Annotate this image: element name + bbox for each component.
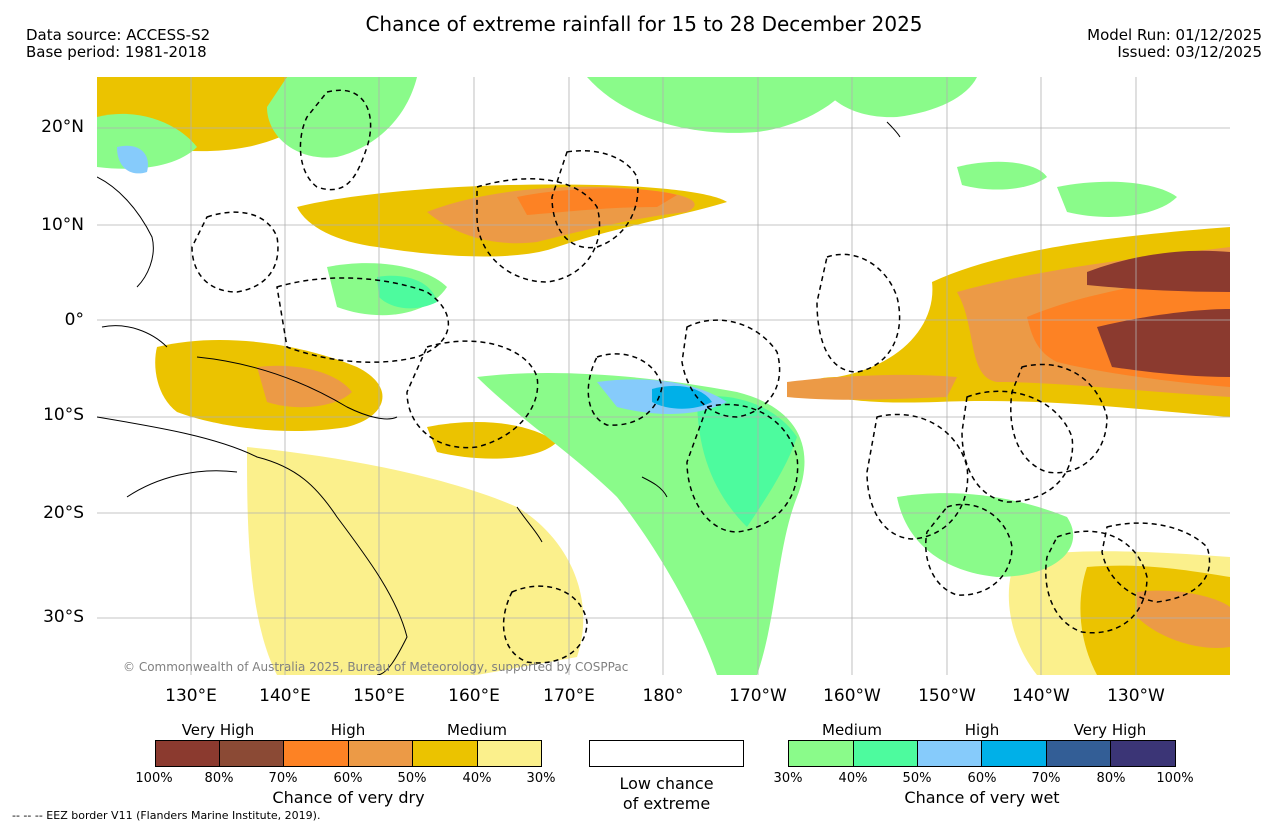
lat-label-20s: 20°S (43, 503, 84, 523)
lon-label-180: 180° (642, 686, 684, 706)
header-right: Model Run: 01/12/2025 Issued: 03/12/2025 (1087, 27, 1262, 61)
lon-label-150w: 150°W (918, 686, 976, 706)
wet-anomaly (97, 77, 1177, 675)
lon-label-140e: 140°E (259, 686, 311, 706)
base-period: Base period: 1981-2018 (26, 43, 207, 61)
low-chance-line1: Low chance (619, 774, 714, 793)
low-chance-caption: Low chance of extreme (589, 774, 744, 814)
graticule (97, 77, 1230, 675)
wet-swatch-1 (788, 740, 854, 767)
lon-label-160e: 160°E (448, 686, 500, 706)
lon-label-130e: 130°E (165, 686, 217, 706)
dry-tick-80: 80% (204, 771, 234, 786)
wet-tick-60: 60% (967, 771, 997, 786)
eez-footnote: -- -- -- EEZ border V11 (Flanders Marine… (12, 809, 321, 822)
lon-label-170e: 170°E (543, 686, 595, 706)
low-chance-swatch (589, 740, 744, 767)
wet-tick-70: 70% (1031, 771, 1061, 786)
lat-label-30s: 30°S (43, 607, 84, 627)
lon-label-170w: 170°W (729, 686, 787, 706)
lon-label-160w: 160°W (823, 686, 881, 706)
dry-swatch-3 (283, 740, 349, 767)
eez-borders (191, 89, 1211, 664)
lat-label-20n: 20°N (41, 117, 84, 137)
dry-level-high: High (330, 721, 366, 739)
dry-anomaly-east (787, 227, 1230, 417)
header-left: Data source: ACCESS-S2 Base period: 1981… (26, 27, 210, 61)
dry-legend-caption: Chance of very dry (272, 788, 425, 807)
dry-swatch-6 (477, 740, 542, 767)
wet-tick-50: 50% (902, 771, 932, 786)
wet-level-very-high: Very High (1073, 721, 1147, 739)
lon-label-130w: 130°W (1107, 686, 1165, 706)
wet-swatch-2 (853, 740, 918, 767)
wet-tick-30: 30% (773, 771, 803, 786)
wet-legend-caption: Chance of very wet (904, 788, 1060, 807)
dry-tick-100: 100% (135, 771, 173, 786)
data-source: Data source: ACCESS-S2 (26, 26, 211, 44)
dry-tick-60: 60% (333, 771, 363, 786)
wet-swatch-4 (981, 740, 1047, 767)
rainfall-map: © Commonwealth of Australia 2025, Bureau… (97, 77, 1230, 675)
wet-swatch-5 (1046, 740, 1111, 767)
lat-label-10n: 10°N (41, 215, 84, 235)
lat-label-10s: 10°S (43, 405, 84, 425)
wet-tick-100: 100% (1156, 771, 1194, 786)
issued-date: Issued: 03/12/2025 (1117, 43, 1262, 61)
map-title: Chance of extreme rainfall for 15 to 28 … (365, 12, 923, 36)
dry-tick-40: 40% (462, 771, 492, 786)
low-chance-line2: of extreme (622, 794, 711, 813)
dry-tick-70: 70% (268, 771, 298, 786)
dry-level-very-high: Very High (181, 721, 255, 739)
dry-swatch-4 (348, 740, 413, 767)
dry-swatch-1 (155, 740, 220, 767)
wet-swatch-6 (1110, 740, 1176, 767)
wet-tick-80: 80% (1096, 771, 1126, 786)
dry-tick-30: 30% (526, 771, 556, 786)
map-copyright: © Commonwealth of Australia 2025, Bureau… (123, 660, 628, 674)
dry-swatch-2 (219, 740, 284, 767)
wet-level-high: High (964, 721, 1000, 739)
model-run: Model Run: 01/12/2025 (1087, 26, 1262, 44)
wet-tick-40: 40% (838, 771, 868, 786)
dry-swatch-5 (412, 740, 478, 767)
wet-swatch-3 (917, 740, 982, 767)
lat-label-0: 0° (64, 310, 84, 330)
lon-label-150e: 150°E (353, 686, 405, 706)
lon-label-140w: 140°W (1012, 686, 1070, 706)
dry-tick-50: 50% (397, 771, 427, 786)
coastlines (97, 121, 901, 675)
dry-level-medium: Medium (447, 721, 507, 739)
wet-level-medium: Medium (822, 721, 882, 739)
